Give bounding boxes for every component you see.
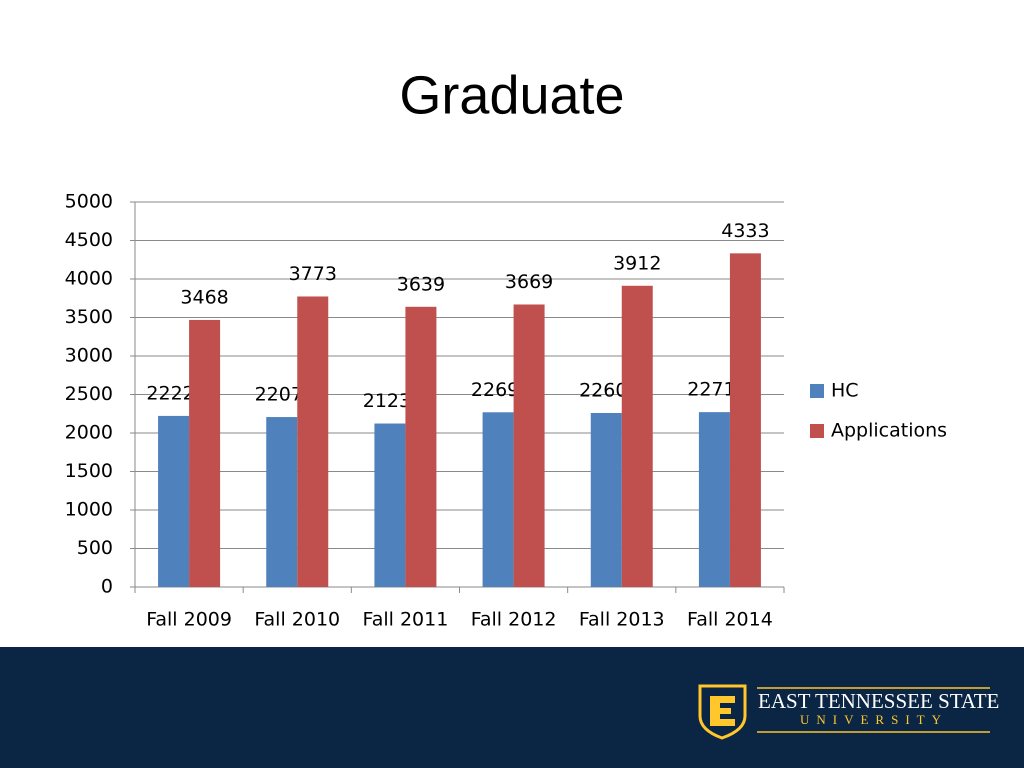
value-label: 3468 [180, 286, 228, 308]
value-label: 2269 [471, 379, 519, 401]
x-tick-label: Fall 2014 [687, 609, 773, 631]
y-tick-label: 500 [77, 537, 113, 559]
x-tick-label: Fall 2013 [579, 609, 665, 631]
logo-shield [698, 684, 747, 740]
bar [374, 423, 406, 587]
value-label: 3669 [505, 271, 553, 293]
x-tick-label: Fall 2011 [363, 609, 449, 631]
y-tick-label: 5000 [65, 191, 113, 213]
y-tick-label: 4000 [65, 268, 113, 290]
y-tick-label: 4500 [65, 229, 113, 251]
footer-band [0, 647, 1024, 768]
value-label: 3639 [397, 273, 445, 295]
bar [189, 319, 221, 587]
bar [698, 412, 730, 587]
x-tick-label: Fall 2010 [254, 609, 340, 631]
y-tick-label: 2000 [65, 422, 113, 444]
bar [266, 417, 298, 587]
bar [297, 296, 329, 587]
x-tick-label: Fall 2009 [146, 609, 232, 631]
university-name: EAST TENNESSEE STATE [758, 689, 999, 713]
value-label: 2222 [146, 382, 194, 404]
bar [405, 306, 437, 587]
bar [158, 415, 190, 587]
value-label: 2123 [363, 390, 411, 412]
chart-title: Graduate [399, 65, 624, 125]
bar [513, 304, 545, 587]
legend-swatch [810, 424, 824, 438]
bar [621, 285, 653, 587]
y-tick-label: 2500 [65, 383, 113, 405]
legend-label: HC [831, 380, 859, 402]
bar [590, 412, 622, 587]
value-label: 3912 [613, 252, 661, 274]
bar [482, 412, 514, 587]
y-tick-label: 3500 [65, 306, 113, 328]
y-tick-label: 0 [101, 576, 113, 598]
y-tick-label: 1500 [65, 460, 113, 482]
university-subline: UNIVERSITY [800, 712, 948, 727]
value-label: 2207 [255, 384, 303, 406]
legend-swatch [810, 384, 824, 398]
value-label: 3773 [289, 263, 337, 285]
y-tick-label: 3000 [65, 345, 113, 367]
value-label: 2260 [579, 379, 627, 401]
logo-letter [710, 696, 735, 726]
value-label: 4333 [721, 220, 769, 242]
bar [729, 253, 761, 587]
value-label: 2271 [687, 379, 735, 401]
y-tick-label: 1000 [65, 499, 113, 521]
legend-label: Applications [831, 420, 947, 442]
logo: EAST TENNESSEE STATE UNIVERSITY [698, 684, 999, 740]
x-tick-label: Fall 2012 [471, 609, 557, 631]
